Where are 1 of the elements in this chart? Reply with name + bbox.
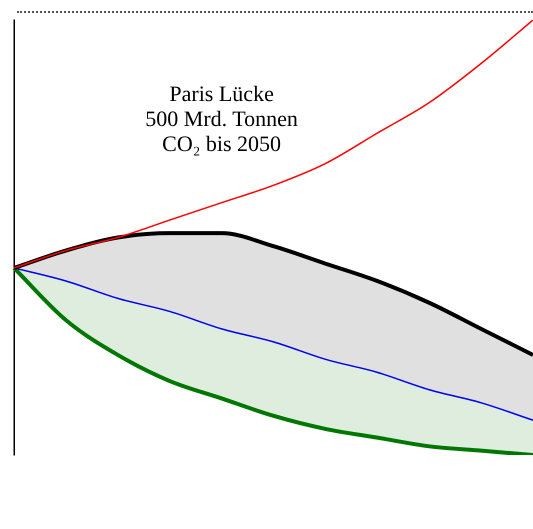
annotation: Paris Lücke 500 Mrd. Tonnen CO₂ bis 2050 — [145, 80, 298, 156]
